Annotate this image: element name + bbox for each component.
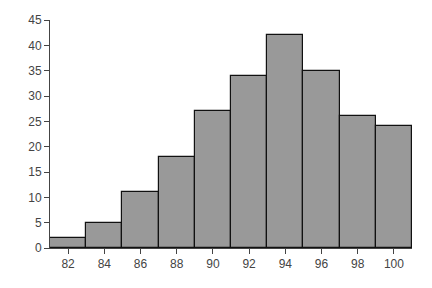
svg-text:90: 90 [206,257,220,271]
svg-text:84: 84 [98,257,112,271]
svg-text:40: 40 [28,39,42,53]
svg-text:15: 15 [28,165,42,179]
svg-text:20: 20 [28,140,42,154]
svg-text:35: 35 [28,64,42,78]
svg-text:96: 96 [315,257,329,271]
svg-text:10: 10 [28,191,42,205]
svg-text:5: 5 [35,216,42,230]
svg-text:92: 92 [242,257,256,271]
svg-text:98: 98 [351,257,365,271]
svg-text:88: 88 [170,257,184,271]
svg-text:30: 30 [28,89,42,103]
svg-text:100: 100 [384,257,404,271]
svg-text:45: 45 [28,13,42,27]
svg-text:25: 25 [28,115,42,129]
svg-text:94: 94 [279,257,293,271]
svg-text:86: 86 [134,257,148,271]
svg-text:82: 82 [61,257,75,271]
svg-text:0: 0 [35,241,42,255]
